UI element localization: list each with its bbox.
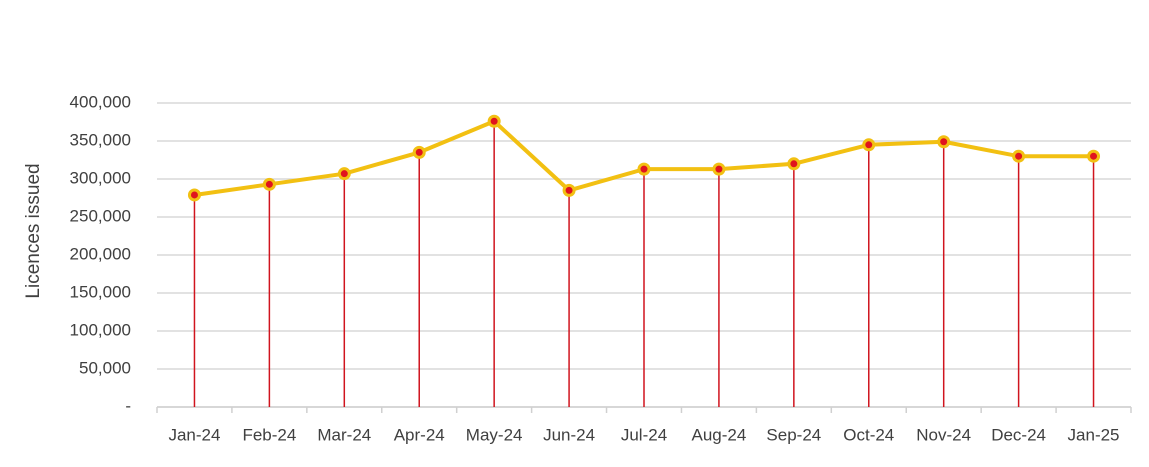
marker [487, 114, 501, 128]
x-tick-label: Nov-24 [916, 425, 971, 444]
x-tick-label: Feb-24 [242, 425, 296, 444]
marker [262, 177, 276, 191]
x-tick-label: Jan-25 [1068, 425, 1120, 444]
marker [187, 188, 201, 202]
y-tick-label: 300,000 [70, 168, 131, 187]
y-tick-label: 400,000 [70, 92, 131, 111]
marker [412, 145, 426, 159]
x-tick-label: Jul-24 [621, 425, 667, 444]
y-tick-label: 150,000 [70, 282, 131, 301]
marker [787, 157, 801, 171]
x-tick-label: Jun-24 [543, 425, 595, 444]
x-tick-label: Dec-24 [991, 425, 1046, 444]
marker [637, 162, 651, 176]
x-tick-label: Oct-24 [843, 425, 894, 444]
marker [562, 183, 576, 197]
marker [937, 135, 951, 149]
marker [1012, 149, 1026, 163]
y-tick-label: - [125, 396, 131, 415]
x-tick-label: Jan-24 [168, 425, 220, 444]
y-tick-label: 100,000 [70, 320, 131, 339]
y-tick-label: 50,000 [79, 358, 131, 377]
y-tick-label: 200,000 [70, 244, 131, 263]
x-tick-label: Mar-24 [317, 425, 371, 444]
marker [337, 167, 351, 181]
marker [1087, 149, 1101, 163]
x-tick-label: Sep-24 [766, 425, 821, 444]
x-tick-label: Aug-24 [692, 425, 747, 444]
x-tick-label: Apr-24 [394, 425, 445, 444]
marker [712, 162, 726, 176]
x-tick-label: May-24 [466, 425, 523, 444]
y-tick-label: 350,000 [70, 130, 131, 149]
y-tick-label: 250,000 [70, 206, 131, 225]
marker [862, 138, 876, 152]
y-axis-label: Licences issued [23, 163, 44, 298]
